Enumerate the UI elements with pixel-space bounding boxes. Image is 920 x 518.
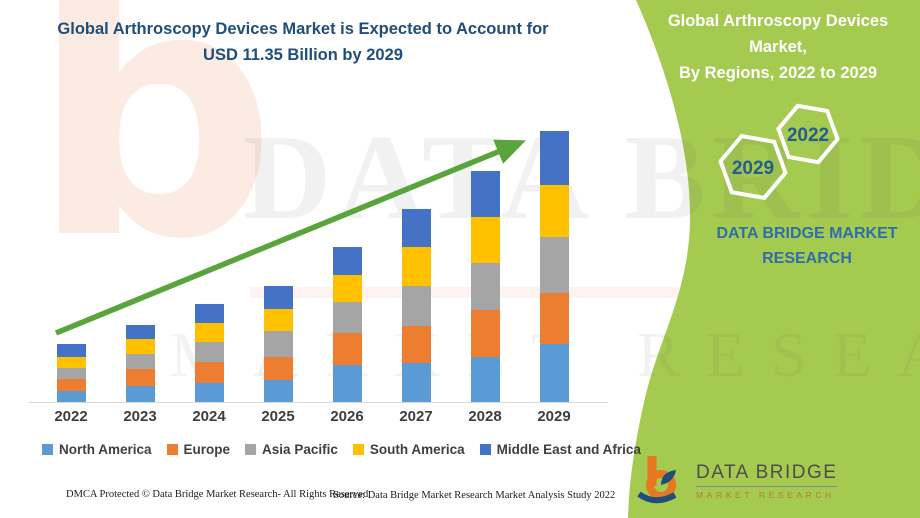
legend-item-asia-pacific: Asia Pacific [245, 442, 338, 457]
legend-item-south-america: South America [352, 442, 465, 457]
bar-segment-2022-asia-pacific [56, 367, 86, 380]
bar-segment-2023-europe [125, 369, 155, 387]
x-axis-label-2027: 2027 [399, 408, 433, 425]
x-axis-label-2022: 2022 [54, 408, 88, 425]
bar-segment-2027-north-america [401, 362, 431, 402]
bar-segment-2029-north-america [539, 343, 569, 402]
databridge-logo-text: DATA BRIDGE MARKET RESEARCH [696, 462, 838, 500]
bar-segment-2023-south-america [125, 339, 155, 355]
x-axis-label-2028: 2028 [468, 408, 502, 425]
bar-segment-2027-south-america [401, 247, 431, 287]
panel-title-line2: By Regions, 2022 to 2029 [678, 64, 878, 82]
bar-segment-2022-middle-east-and-africa [56, 344, 86, 357]
bar-segment-2026-north-america [332, 365, 362, 402]
x-axis-label-2023: 2023 [123, 408, 157, 425]
bar-segment-2028-europe [470, 310, 500, 358]
hexagon-2029-year: 2029 [732, 158, 774, 179]
hexagon-2022 [776, 103, 840, 165]
bar-segment-2024-south-america [194, 323, 224, 343]
legend-label: North America [59, 442, 152, 457]
logo-name: DATA BRIDGE [696, 462, 838, 487]
bar-segment-2029-south-america [539, 185, 569, 238]
bar-segment-2023-asia-pacific [125, 354, 155, 370]
panel-brand-text: DATA BRIDGE MARKET RESEARCH [693, 221, 920, 271]
logo-subtitle: MARKET RESEARCH [696, 490, 835, 500]
hexagon-2022-year: 2022 [787, 125, 829, 146]
bar-segment-2026-europe [332, 333, 362, 366]
bar-segment-2023-north-america [125, 386, 155, 402]
background-pink-band [250, 287, 920, 298]
legend-swatch-icon [245, 444, 257, 455]
bar-segment-2025-south-america [263, 309, 293, 332]
bar-segment-2024-europe [194, 362, 224, 383]
panel-title-line1: Global Arthroscopy Devices Market, [667, 12, 889, 56]
bar-segment-2029-europe [539, 293, 569, 344]
x-axis-label-2029: 2029 [537, 408, 571, 425]
bar-segment-2022-europe [56, 379, 86, 391]
legend-label: Middle East and Africa [496, 442, 641, 457]
bar-segment-2024-middle-east-and-africa [194, 303, 224, 323]
legend-label: South America [369, 442, 465, 457]
legend-item-north-america: North America [42, 442, 152, 457]
panel-title: Global Arthroscopy Devices Market, By Re… [642, 8, 914, 86]
bar-segment-2025-asia-pacific [263, 331, 293, 358]
bar-segment-2025-north-america [263, 380, 293, 402]
legend-swatch-icon [42, 444, 53, 455]
legend-swatch-icon [479, 444, 491, 455]
footer-dmca-text: DMCA Protected © Data Bridge Market Rese… [66, 489, 371, 500]
x-axis-label-2025: 2025 [261, 408, 295, 425]
hexagon-years-graphic: 2029 2022 [718, 103, 840, 201]
bar-segment-2025-middle-east-and-africa [263, 286, 293, 310]
panel-brand-line2: RESEARCH [762, 250, 852, 267]
databridge-logo-icon [637, 456, 677, 504]
chart-title-line1: Global Arthroscopy Devices Market is Exp… [57, 20, 549, 38]
bar-segment-2022-south-america [56, 356, 86, 368]
chart-title-line2: USD 11.35 Billion by 2029 [203, 46, 403, 64]
bar-segment-2024-asia-pacific [194, 342, 224, 363]
bar-segment-2027-asia-pacific [401, 286, 431, 327]
legend-swatch-icon [166, 444, 178, 455]
bar-segment-2024-north-america [194, 382, 224, 402]
bar-segment-2026-middle-east-and-africa [332, 247, 362, 276]
bar-segment-2028-middle-east-and-africa [470, 171, 500, 218]
x-axis-label-2024: 2024 [192, 408, 226, 425]
bar-segment-2028-asia-pacific [470, 263, 500, 311]
chart-legend: North America Europe Asia Pacific South Ame… [42, 442, 656, 457]
bar-segment-2026-south-america [332, 275, 362, 303]
bar-segment-2029-middle-east-and-africa [539, 131, 569, 186]
x-axis-label-2026: 2026 [330, 408, 364, 425]
footer-source-text: Source: Data Bridge Market Research Mark… [333, 490, 616, 501]
bar-chart-plot-area [28, 109, 608, 403]
bar-segment-2027-middle-east-and-africa [401, 208, 431, 248]
bar-segment-2027-europe [401, 326, 431, 363]
legend-swatch-icon [352, 444, 364, 455]
bar-segment-2028-south-america [470, 217, 500, 264]
legend-item-europe: Europe [166, 442, 231, 457]
bar-segment-2028-north-america [470, 357, 500, 402]
bar-segment-2026-asia-pacific [332, 302, 362, 334]
bar-segment-2023-middle-east-and-africa [125, 325, 155, 340]
chart-title: Global Arthroscopy Devices Market is Exp… [48, 16, 558, 68]
bar-segment-2022-north-america [56, 390, 86, 402]
panel-brand-line1: DATA BRIDGE MARKET [716, 225, 898, 242]
legend-label: Europe [183, 442, 231, 457]
databridge-logo: DATA BRIDGE MARKET RESEARCH [636, 453, 838, 505]
legend-item-middle-east-and-africa: Middle East and Africa [479, 442, 641, 457]
hexagon-2029 [718, 133, 788, 201]
bar-segment-2025-europe [263, 357, 293, 381]
bar-segment-2029-asia-pacific [539, 237, 569, 293]
legend-label: Asia Pacific [262, 442, 338, 457]
